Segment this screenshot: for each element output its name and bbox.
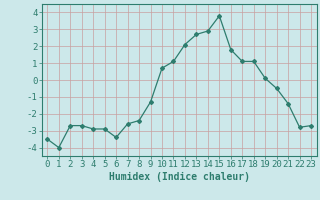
X-axis label: Humidex (Indice chaleur): Humidex (Indice chaleur) — [109, 172, 250, 182]
